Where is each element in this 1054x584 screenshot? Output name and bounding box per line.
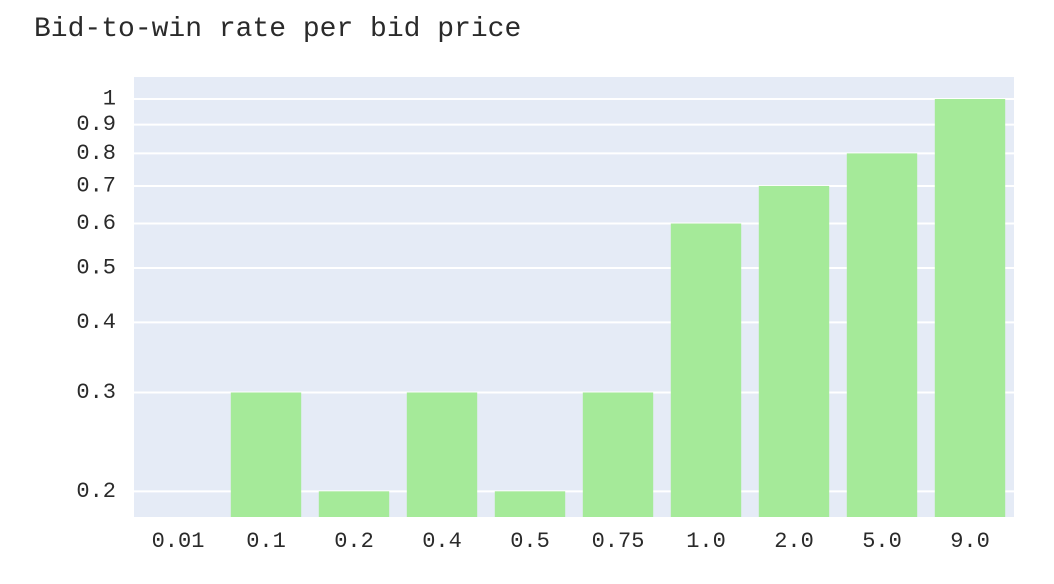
bar-0.5 <box>494 491 566 517</box>
y-tick-label: 0.9 <box>76 112 116 137</box>
x-tick-label: 1.0 <box>686 529 726 554</box>
x-tick-label: 0.5 <box>510 529 550 554</box>
bar-5.0 <box>846 153 918 518</box>
y-tick-label: 0.5 <box>76 255 116 280</box>
bar-1.0 <box>670 223 742 517</box>
y-tick-label: 0.3 <box>76 380 116 405</box>
y-tick-label: 0.8 <box>76 141 116 166</box>
y-tick-label: 0.6 <box>76 211 116 236</box>
x-tick-label: 9.0 <box>950 529 990 554</box>
bar-9.0 <box>934 99 1006 517</box>
x-tick-label: 5.0 <box>862 529 902 554</box>
x-tick-label: 0.4 <box>422 529 462 554</box>
bar-0.2 <box>318 491 390 517</box>
bar-0.4 <box>406 392 478 517</box>
bar-2.0 <box>758 185 830 517</box>
x-tick-label: 0.01 <box>152 529 205 554</box>
y-tick-label: 1 <box>103 87 116 112</box>
x-tick-label: 2.0 <box>774 529 814 554</box>
bar-0.75 <box>582 392 654 517</box>
y-tick-label: 0.2 <box>76 479 116 504</box>
x-tick-label: 0.2 <box>334 529 374 554</box>
x-tick-label: 0.75 <box>592 529 645 554</box>
x-axis-ticks: 0.01 0.1 0.2 0.4 0.5 0.75 1.0 2.0 5.0 9.0 <box>152 529 990 554</box>
y-tick-label: 0.7 <box>76 173 116 198</box>
bar-0.1 <box>230 392 302 517</box>
x-tick-label: 0.1 <box>246 529 286 554</box>
y-axis-ticks: 0.2 0.3 0.4 0.5 0.6 0.7 0.8 0.91 <box>76 87 116 504</box>
bars <box>230 99 1006 518</box>
chart-title: Bid-to-win rate per bid price <box>34 14 522 45</box>
y-tick-label: 0.4 <box>76 310 116 335</box>
